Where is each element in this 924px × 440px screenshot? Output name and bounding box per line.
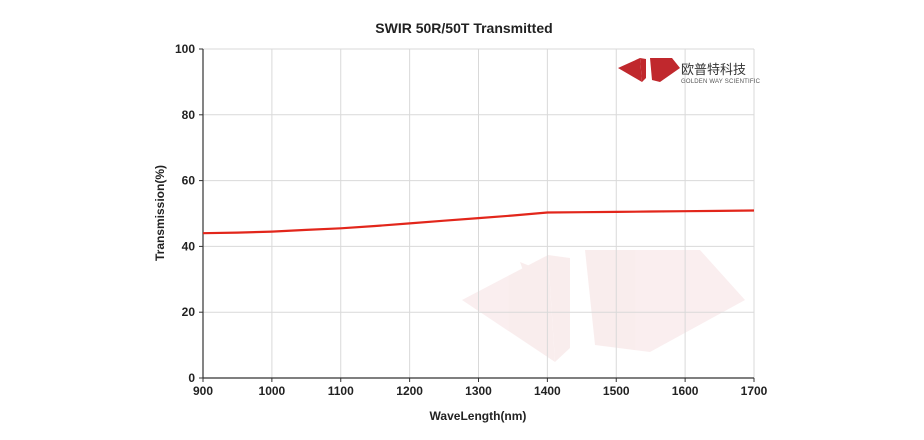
x-tick-label: 1300 [465, 384, 492, 398]
logo-english-name: GOLDEN WAY SCIENTIFIC [681, 79, 761, 85]
x-tick-label: 900 [193, 384, 213, 398]
x-tick-label: 1500 [603, 384, 630, 398]
y-tick-label: 80 [182, 108, 196, 122]
logo-chinese-name: 欧普特科技 [681, 63, 746, 78]
y-tick-label: 40 [182, 239, 196, 253]
x-tick-label: 1700 [741, 384, 768, 398]
company-logo: 欧普特科技 GOLDEN WAY SCIENTIFIC [618, 58, 761, 85]
y-tick-label: 0 [188, 371, 195, 385]
series-line [202, 209, 755, 235]
x-tick-label: 1200 [396, 384, 423, 398]
y-axis-label: Transmission(%) [153, 165, 167, 261]
x-tick-label: 1400 [534, 384, 561, 398]
y-tick-label: 60 [182, 174, 196, 188]
y-tick-label: 100 [175, 42, 195, 56]
logo-mark-icon [618, 58, 680, 82]
watermark-logo [462, 250, 745, 362]
x-tick-label: 1000 [259, 384, 286, 398]
x-tick-label: 1100 [328, 384, 354, 398]
x-tick-label: 1600 [672, 384, 699, 398]
y-tick-label: 20 [182, 305, 196, 319]
x-axis-label: WaveLength(nm) [430, 409, 527, 423]
chart-title: SWIR 50R/50T Transmitted [375, 20, 552, 36]
